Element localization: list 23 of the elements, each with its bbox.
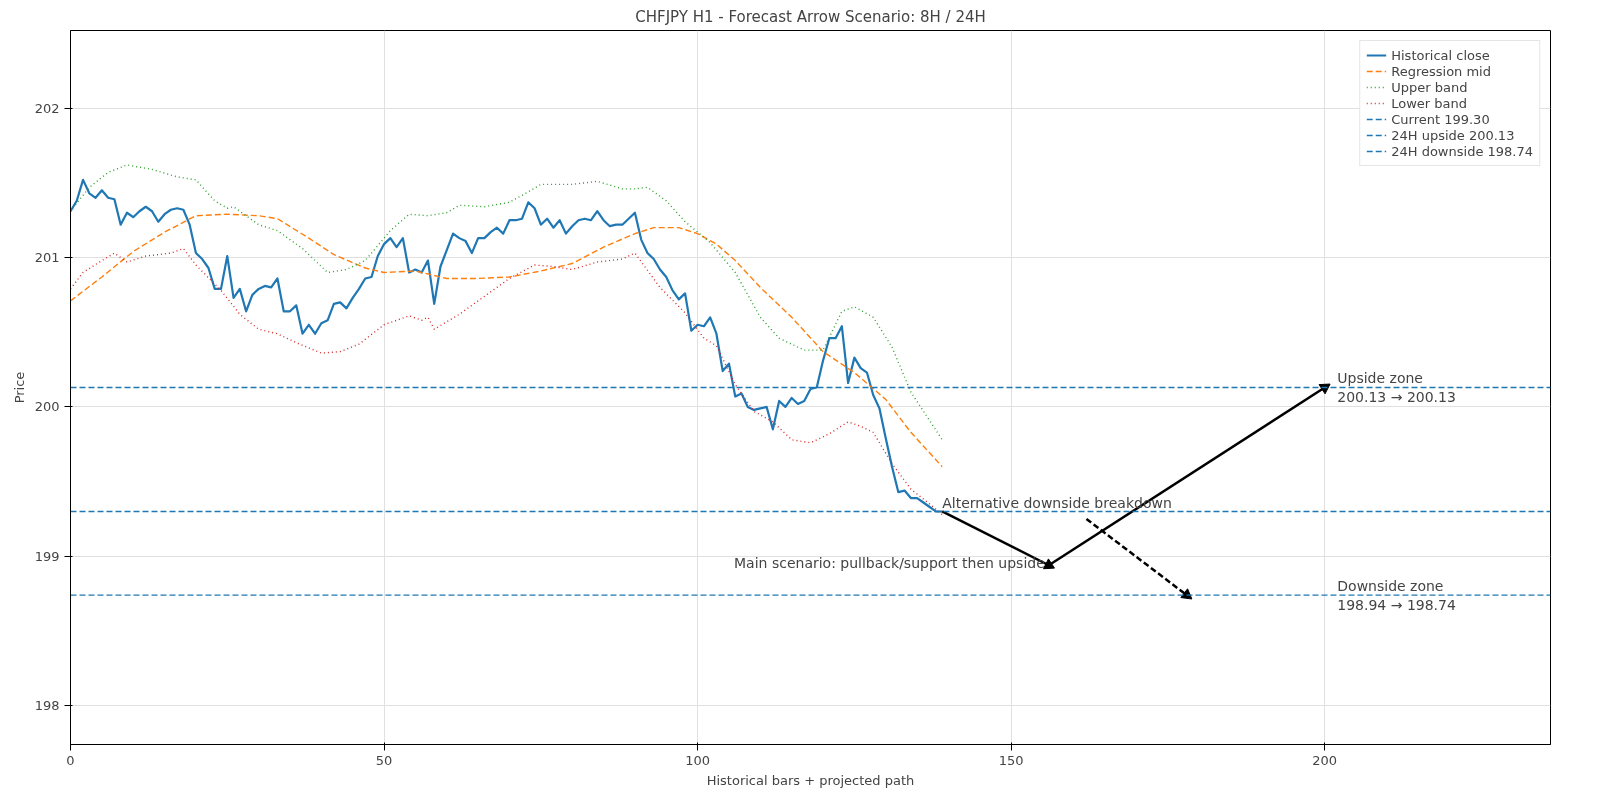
y-tick-label: 198	[34, 698, 60, 714]
legend-label: Regression mid	[1391, 63, 1491, 79]
y-tick-label: 202	[34, 100, 60, 116]
chart-title: CHFJPY H1 - Forecast Arrow Scenario: 8H / 24H	[635, 7, 986, 26]
y-tick-label: 199	[34, 548, 60, 564]
annotation: Downside zone 198.94 → 198.74	[1337, 577, 1456, 613]
legend-label: Upper band	[1391, 79, 1468, 95]
legend-label: 24H downside 198.74	[1391, 143, 1533, 159]
legend-label: Lower band	[1391, 95, 1468, 111]
annotation: Upside zone 200.13 → 200.13	[1337, 369, 1456, 406]
x-tick-label: 200	[1312, 752, 1338, 768]
legend-label: 24H upside 200.13	[1391, 127, 1515, 143]
x-tick-label: 100	[685, 752, 711, 768]
x-axis-title: Historical bars + projected path	[706, 772, 915, 788]
annotation: Main scenario: pullback/support then upside	[734, 555, 1045, 572]
x-tick-label: 0	[66, 752, 75, 768]
y-tick-label: 201	[34, 250, 60, 266]
x-tick-label: 50	[375, 752, 393, 768]
y-tick-label: 200	[34, 399, 60, 415]
legend-label: Historical close	[1391, 47, 1490, 63]
y-axis-title: Price	[11, 371, 27, 404]
x-tick-label: 150	[998, 752, 1024, 768]
legend-label: Current 199.30	[1391, 111, 1490, 127]
